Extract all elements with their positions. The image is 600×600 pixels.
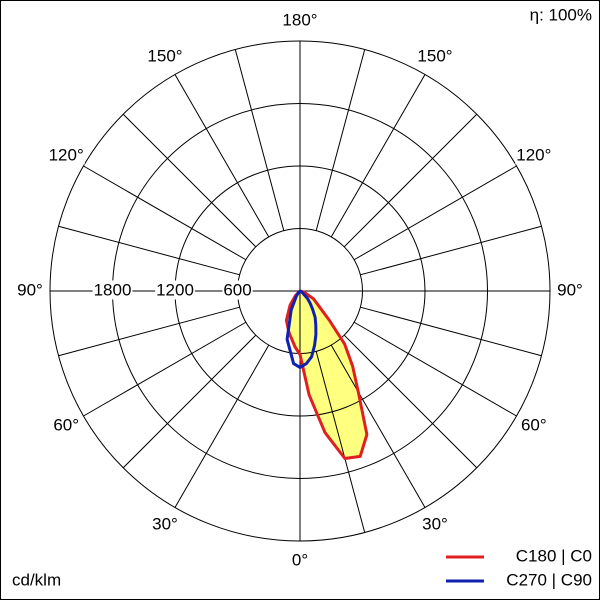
angle-label: 60° (521, 415, 547, 434)
label-bg (515, 145, 553, 165)
spoke (343, 334, 478, 469)
label-bg (290, 550, 310, 570)
label-bg (16, 280, 44, 300)
spoke (330, 344, 426, 508)
spoke (83, 165, 247, 261)
spoke (330, 74, 426, 238)
series-fill (286, 291, 367, 459)
angle-label: 180° (282, 10, 317, 29)
unit-label: cd/klm (12, 570, 61, 589)
label-bg (556, 280, 584, 300)
efficiency-label: η: 100% (530, 5, 592, 24)
label-bg (281, 10, 319, 30)
spoke (343, 113, 478, 248)
label-bg (52, 415, 81, 435)
angle-label: 90° (557, 280, 583, 299)
angle-label: 60° (53, 415, 79, 434)
label-bg (222, 280, 253, 300)
spoke (234, 49, 285, 231)
angle-label: 120° (516, 145, 551, 164)
label-bg (151, 514, 179, 534)
r-tick-label: 600 (223, 280, 251, 299)
spoke (360, 306, 542, 357)
r-tick-label: 1200 (156, 280, 194, 299)
label-bg (47, 145, 85, 165)
angle-label: 30° (422, 514, 448, 533)
spoke (315, 49, 366, 231)
spoke (122, 334, 257, 469)
r-tick-label: 1800 (94, 280, 132, 299)
spoke (58, 225, 240, 276)
spoke (83, 321, 247, 417)
label-bg (92, 280, 133, 300)
spoke (174, 344, 270, 508)
spoke (353, 165, 517, 261)
spoke (360, 225, 542, 276)
angle-label: 0° (292, 550, 308, 569)
label-bg (146, 46, 184, 66)
spoke (315, 351, 366, 533)
angle-label: 30° (152, 514, 178, 533)
legend-label: C180 | C0 (516, 546, 592, 565)
label-bg (519, 415, 548, 435)
angle-label: 90° (17, 280, 43, 299)
label-bg (155, 280, 195, 300)
spoke (122, 113, 257, 248)
series-line (284, 289, 369, 460)
label-bg (421, 514, 449, 534)
spoke (174, 74, 270, 238)
angle-label: 120° (49, 145, 84, 164)
legend-label: C270 | C90 (506, 570, 592, 589)
label-bg (416, 46, 454, 66)
spoke (58, 306, 240, 357)
angle-label: 150° (417, 47, 452, 66)
series-line (285, 289, 318, 369)
spoke (353, 321, 517, 417)
angle-label: 150° (147, 47, 182, 66)
